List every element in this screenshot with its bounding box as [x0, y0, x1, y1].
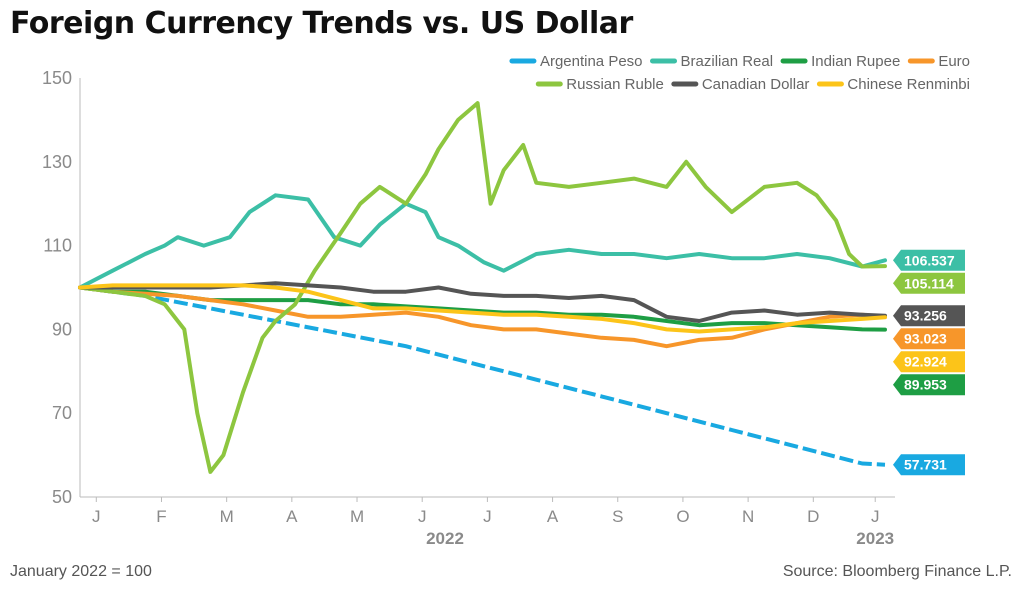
- end-label-value-russian-ruble: 105.114: [904, 275, 954, 291]
- series-line-euro: [78, 285, 887, 349]
- series-line-russian-ruble: [78, 101, 887, 474]
- axes-layer: 50 70 90 110 130 150 J F M A M J J A S O N D J 2022 2023: [42, 68, 895, 548]
- legend-label-russian-ruble: Russian Ruble: [566, 76, 664, 93]
- end-label-tag-brazilian-real: [893, 249, 965, 271]
- month-label-12: J: [871, 507, 880, 526]
- month-label-1: F: [156, 507, 166, 526]
- end-label-tag-argentina-peso: [893, 454, 965, 476]
- series-line-brazilian-real: [78, 193, 887, 290]
- month-label-6: J: [483, 507, 492, 526]
- end-label-value-brazilian-real: 106.537: [904, 252, 955, 268]
- end-label-tag-chinese-renminbi: [893, 351, 965, 373]
- legend-label-argentina-peso: Argentina Peso: [540, 53, 643, 70]
- series-line-argentina-peso: [79, 285, 886, 467]
- year-label-2022: 2022: [426, 529, 464, 548]
- legend: Argentina Peso Brazilian Real Indian Rupee…: [509, 53, 970, 93]
- end-value-labels: 106.537 105.114 93.256 93.023 92.924 89.953 57…: [893, 249, 965, 476]
- end-label-value-chinese-renminbi: 92.924: [904, 354, 947, 370]
- legend-label-euro: Euro: [938, 53, 970, 70]
- end-label-value-canadian-dollar: 93.256: [904, 308, 947, 324]
- month-label-3: A: [286, 507, 298, 526]
- y-tick-label-110: 110: [43, 236, 72, 256]
- month-label-0: J: [92, 507, 101, 526]
- month-label-11: D: [807, 507, 819, 526]
- index-base-note: January 2022 = 100: [10, 563, 152, 580]
- series-lines: [78, 101, 887, 474]
- series-line-chinese-renminbi: [78, 283, 887, 334]
- month-label-2: M: [220, 507, 234, 526]
- legend-label-canadian-dollar: Canadian Dollar: [702, 76, 810, 93]
- month-label-8: S: [612, 507, 623, 526]
- series-line-canadian-dollar: [78, 281, 887, 323]
- source-note: Source: Bloomberg Finance L.P.: [782, 563, 1012, 580]
- month-label-7: A: [547, 507, 559, 526]
- end-label-value-argentina-peso: 57.731: [904, 457, 947, 473]
- y-tick-label-130: 130: [42, 152, 72, 172]
- chart-title: Foreign Currency Trends vs. US Dollar: [10, 6, 633, 41]
- y-tick-label-50: 50: [52, 487, 72, 507]
- end-label-tag-indian-rupee: [893, 374, 965, 396]
- end-label-tag-canadian-dollar: [893, 305, 965, 327]
- legend-label-chinese-renminbi: Chinese Renminbi: [847, 76, 970, 93]
- end-label-value-euro: 93.023: [904, 331, 947, 347]
- end-label-tag-euro: [893, 328, 965, 350]
- month-label-5: J: [418, 507, 427, 526]
- legend-label-brazilian-real: Brazilian Real: [681, 53, 774, 70]
- month-label-4: M: [350, 507, 364, 526]
- end-label-value-indian-rupee: 89.953: [904, 377, 947, 393]
- y-tick-label-90: 90: [52, 319, 72, 339]
- y-tick-label-70: 70: [52, 403, 72, 423]
- month-label-10: N: [742, 507, 754, 526]
- year-label-2023: 2023: [856, 529, 894, 548]
- y-tick-label-150: 150: [42, 68, 72, 88]
- month-label-9: O: [676, 507, 689, 526]
- legend-label-indian-rupee: Indian Rupee: [811, 53, 900, 70]
- end-label-tag-russian-ruble: [893, 272, 965, 294]
